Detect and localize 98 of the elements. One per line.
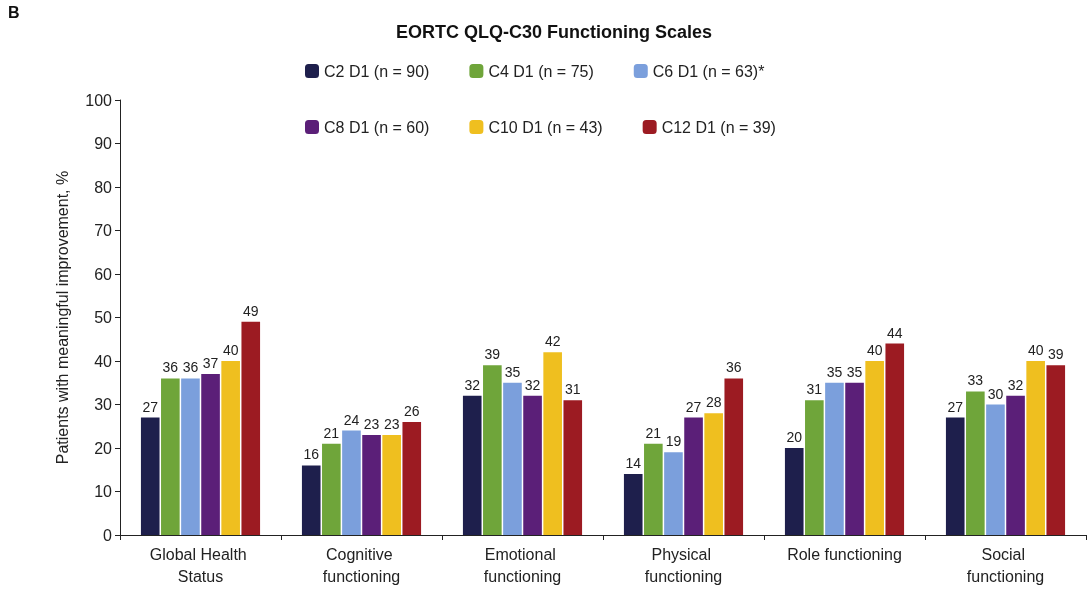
data-label: 24 (343, 411, 360, 428)
bar (1046, 365, 1066, 535)
data-label: 32 (524, 376, 541, 393)
chart-title: EORTC QLQ-C30 Functioning Scales (395, 22, 713, 42)
data-label: 44 (886, 324, 903, 341)
bar (181, 378, 200, 535)
data-label: 27 (142, 398, 159, 415)
bar (523, 395, 542, 535)
data-label: 35 (846, 363, 863, 380)
y-tick-label: 90 (94, 135, 113, 152)
y-tick-label: 30 (94, 396, 113, 413)
bar (563, 400, 583, 535)
bar (845, 382, 864, 535)
bar (825, 382, 844, 535)
data-label: 28 (705, 394, 722, 411)
bar (644, 443, 663, 535)
y-tick-label: 40 (94, 352, 113, 370)
bar (664, 452, 683, 535)
data-label: 49 (242, 302, 259, 319)
bar (342, 430, 361, 535)
bar (966, 391, 985, 535)
data-label: 40 (866, 342, 883, 358)
data-label: 39 (484, 346, 501, 363)
data-label: 33 (967, 372, 984, 389)
x-tick-label: Social functioning (966, 545, 1045, 585)
data-label: 23 (363, 415, 380, 432)
x-tick-label: Global Health Status (149, 545, 252, 585)
y-tick-label: 60 (94, 265, 113, 283)
data-label: 35 (826, 363, 843, 380)
data-label: 42 (544, 333, 561, 350)
y-tick-label: 0 (103, 526, 113, 544)
x-tick-label: Cognitive functioning (322, 545, 401, 585)
bar (724, 378, 744, 535)
bar (483, 365, 502, 535)
bar (865, 361, 884, 535)
data-label: 36 (162, 359, 179, 376)
y-tick-label: 20 (94, 439, 113, 457)
data-label: 39 (1047, 346, 1064, 363)
bar (322, 443, 341, 535)
bar (623, 474, 643, 535)
bar (986, 404, 1005, 535)
y-axis-title: Patients with meaningful improvement, % (53, 170, 71, 465)
bar (945, 417, 965, 535)
data-label: 40 (222, 342, 239, 358)
data-label: 21 (645, 424, 662, 441)
data-label: 30 (987, 385, 1004, 402)
bar (221, 361, 240, 535)
bar (382, 434, 401, 535)
bar (784, 448, 804, 535)
data-label: 21 (323, 424, 340, 441)
bar (503, 382, 522, 535)
data-label: 31 (564, 381, 581, 398)
legend-label: C4 D1 (n = 75) (488, 62, 594, 80)
bar (402, 421, 422, 535)
data-label: 14 (625, 455, 642, 472)
data-label: 32 (464, 376, 481, 393)
data-label: 16 (303, 446, 320, 463)
legend-label: C6 D1 (n = 63)* (652, 62, 765, 80)
data-label: 26 (403, 402, 420, 419)
data-label: 31 (806, 381, 823, 398)
data-label: 19 (665, 433, 682, 450)
data-label: 36 (182, 359, 199, 376)
bar (301, 465, 321, 535)
data-label: 32 (1007, 376, 1024, 393)
y-tick-label: 10 (94, 483, 113, 500)
bar (684, 417, 703, 535)
data-label: 35 (504, 363, 521, 380)
data-label: 27 (685, 398, 702, 415)
bar (704, 413, 723, 535)
y-tick-label: 80 (94, 178, 113, 196)
bar (543, 352, 562, 535)
data-label: 27 (947, 398, 964, 415)
y-tick-label: 50 (94, 309, 113, 326)
y-tick-label: 100 (85, 91, 113, 109)
data-label: 37 (202, 355, 219, 372)
data-label: 20 (786, 429, 803, 445)
bar (805, 400, 824, 535)
x-tick-label: Emotional functioning (483, 545, 562, 585)
bar (241, 321, 261, 535)
x-tick-label: Role functioning (787, 545, 902, 563)
x-tick-label: Physical functioning (644, 545, 723, 585)
bar (1026, 361, 1045, 535)
bar (140, 417, 160, 535)
legend-label: C2 D1 (n = 90) (324, 62, 430, 80)
bar (161, 378, 180, 535)
data-label: 36 (725, 359, 742, 376)
text: B (8, 3, 20, 21)
data-label: 40 (1027, 342, 1044, 358)
bar (885, 343, 905, 535)
bar (462, 395, 482, 535)
bar (1006, 395, 1025, 535)
bar (362, 434, 381, 535)
data-label: 23 (383, 415, 400, 432)
y-tick-label: 70 (94, 222, 113, 239)
bar (201, 374, 220, 535)
legend-label: C12 D1 (n = 39) (661, 118, 776, 136)
legend-label: C8 D1 (n = 60) (324, 118, 430, 136)
legend-label: C10 D1 (n = 43) (488, 118, 603, 136)
